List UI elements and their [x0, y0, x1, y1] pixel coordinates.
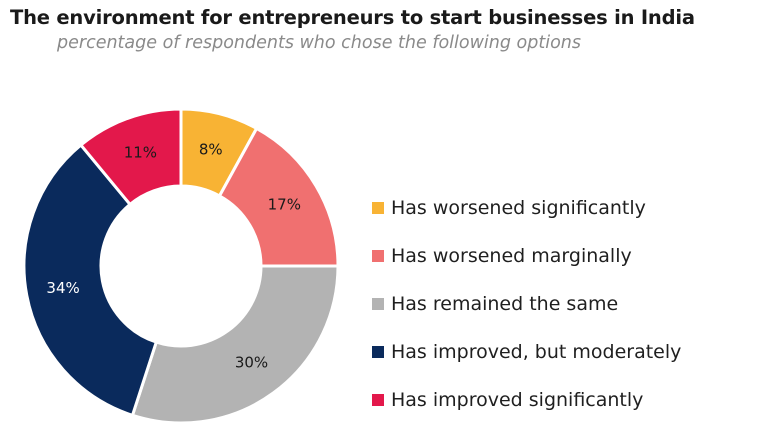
slice-data-label-4: 34% [46, 279, 79, 297]
legend-label: Has worsened significantly [391, 197, 646, 219]
legend-item-4: Has improved, but moderately [372, 328, 752, 376]
legend-item-3: Has remained the same [372, 280, 752, 328]
legend-label: Has improved significantly [391, 389, 644, 411]
donut-slice-2 [217, 126, 340, 268]
donut-slice-3 [130, 264, 340, 425]
legend-label: Has remained the same [391, 293, 619, 315]
legend-label: Has improved, but moderately [391, 341, 682, 363]
donut-slice-5 [78, 107, 183, 207]
legend-swatch [372, 202, 384, 214]
legend-label: Has worsened marginally [391, 245, 632, 267]
chart-subtitle: percentage of respondents who chose the … [57, 33, 582, 53]
slice-data-label-5: 11% [124, 144, 157, 162]
slice-data-label-3: 30% [235, 354, 268, 372]
legend-swatch [372, 298, 384, 310]
legend-swatch [372, 250, 384, 262]
legend-item-5: Has improved significantly [372, 376, 752, 424]
chart-legend: Has worsened significantly Has worsened m… [372, 184, 752, 424]
legend-swatch [372, 394, 384, 406]
legend-swatch [372, 346, 384, 358]
donut-slice-4 [22, 142, 159, 418]
legend-item-1: Has worsened significantly [372, 184, 752, 232]
slice-data-label-2: 17% [268, 195, 301, 213]
donut-chart: 8% 17% 30% 34% 11% [22, 107, 340, 425]
slice-data-label-1: 8% [199, 140, 223, 158]
chart-title: The environment for entrepreneurs to sta… [10, 6, 695, 29]
legend-item-2: Has worsened marginally [372, 232, 752, 280]
